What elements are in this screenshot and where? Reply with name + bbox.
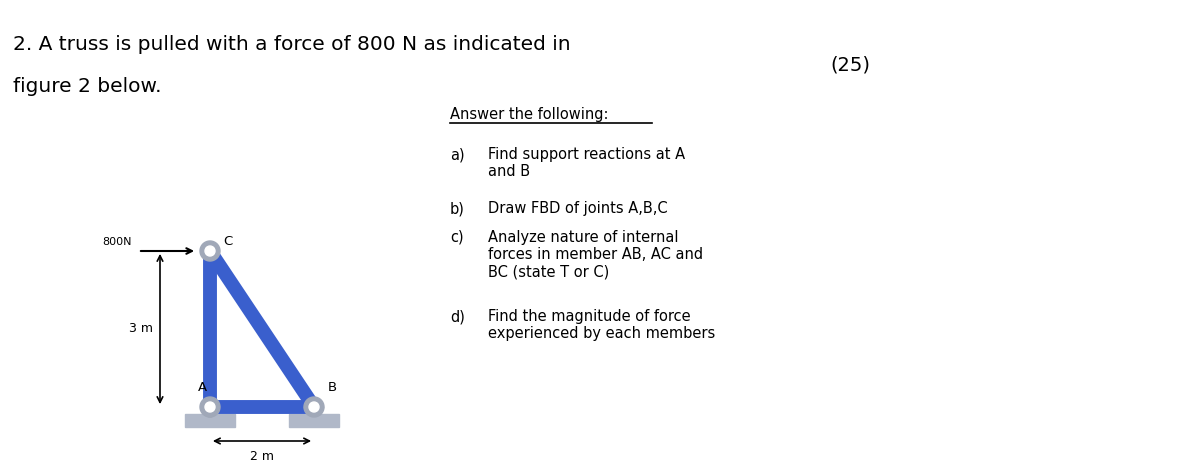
Text: d): d) (450, 309, 464, 324)
Text: 3 m: 3 m (130, 323, 154, 336)
Text: A: A (198, 381, 208, 394)
Text: Draw FBD of joints A,B,C: Draw FBD of joints A,B,C (488, 201, 667, 216)
Text: Find the magnitude of force
experienced by each members: Find the magnitude of force experienced … (488, 309, 715, 341)
Circle shape (205, 246, 215, 256)
Circle shape (205, 402, 215, 412)
Text: Analyze nature of internal
forces in member AB, AC and
BC (state T or C): Analyze nature of internal forces in mem… (488, 230, 703, 279)
Text: c): c) (450, 230, 463, 245)
Text: Find support reactions at A
and B: Find support reactions at A and B (488, 147, 685, 179)
Bar (185, 414, 235, 427)
Circle shape (310, 402, 319, 412)
Circle shape (304, 397, 324, 417)
Text: 800N: 800N (102, 237, 132, 247)
Text: B: B (328, 381, 337, 394)
Text: (25): (25) (830, 55, 870, 74)
Text: C: C (223, 235, 233, 248)
Text: 2. A truss is pulled with a force of 800 N as indicated in: 2. A truss is pulled with a force of 800… (13, 35, 571, 54)
Bar (289, 414, 340, 427)
Text: b): b) (450, 201, 464, 216)
Circle shape (205, 406, 215, 417)
Text: a): a) (450, 147, 464, 162)
Text: 2 m: 2 m (250, 450, 274, 463)
Circle shape (200, 241, 220, 261)
Text: Answer the following:: Answer the following: (450, 107, 608, 122)
Circle shape (200, 397, 220, 417)
Text: figure 2 below.: figure 2 below. (13, 77, 162, 96)
